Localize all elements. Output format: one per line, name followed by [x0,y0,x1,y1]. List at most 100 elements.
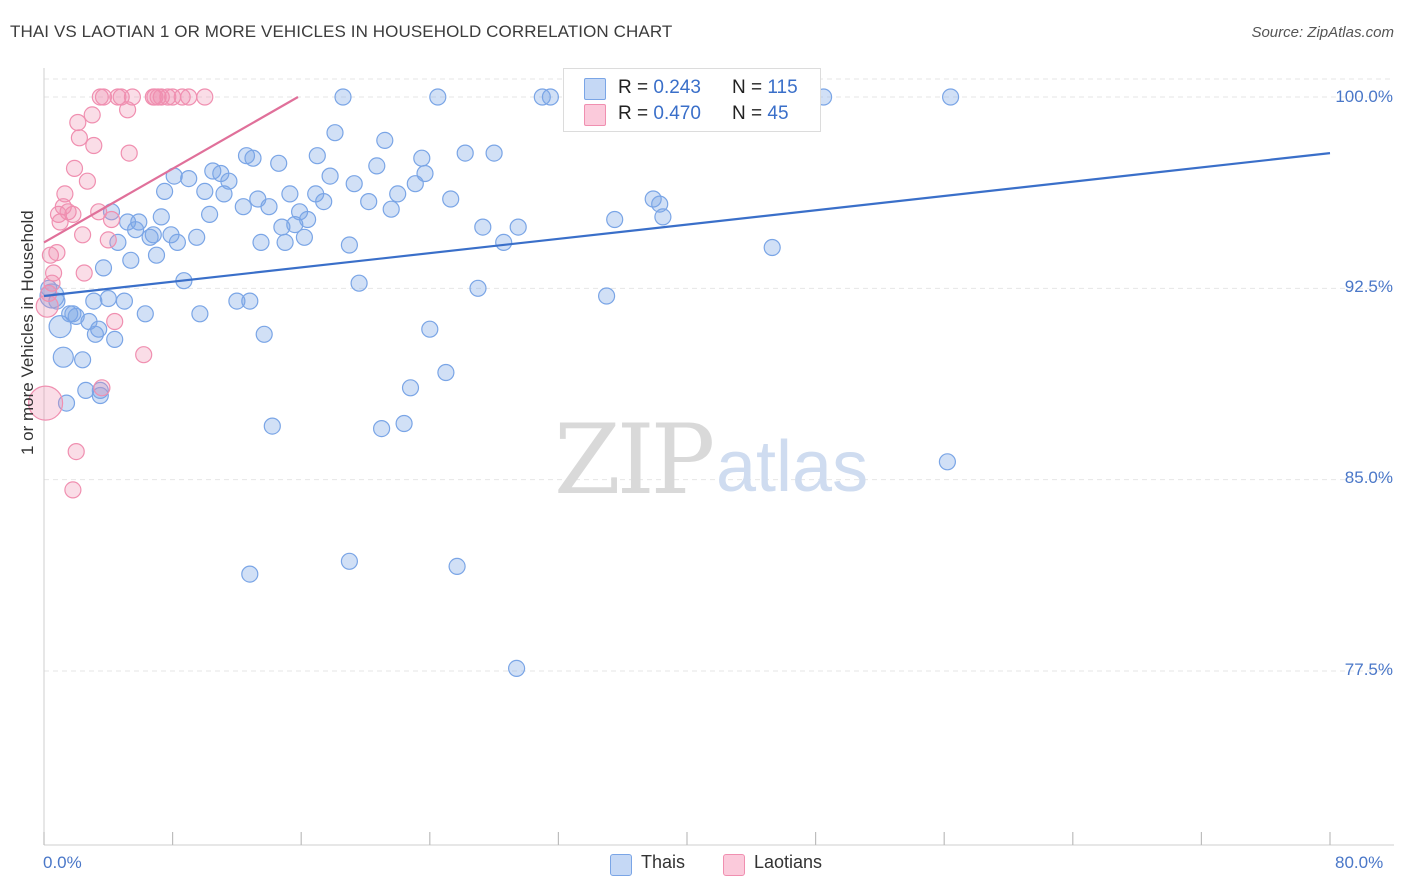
data-point-thais [507,659,526,678]
data-point-thais [168,233,186,251]
data-point-laotians [94,88,113,106]
data-point-laotians [56,185,74,203]
data-point-thais [188,228,206,246]
data-point-laotians [118,101,137,119]
data-point-thais [495,233,513,251]
data-point-thais [144,226,162,244]
bottom-legend-label-laotians: Laotians [754,852,823,872]
data-point-thais [474,218,492,236]
data-point-thais [64,305,82,323]
data-point-thais [368,157,386,175]
data-point-thais [389,185,407,203]
data-point-thais [234,198,252,216]
data-point-laotians [59,203,77,221]
data-point-thais [241,292,259,310]
legend-n-label: N = [732,103,763,124]
bottom-legend-label-thais: Thais [641,852,686,872]
data-point-thais [286,216,304,234]
data-point-thais [308,147,326,165]
bottom-legend-swatch-thais [610,854,632,876]
data-point-thais [421,320,439,338]
data-point-laotians [67,443,85,461]
data-point-thais [437,363,455,382]
legend-r-value: 0.243 [653,77,701,98]
data-point-thais [382,200,400,218]
data-point-laotians [73,226,92,244]
data-point-thais [99,289,117,308]
data-point-thais [373,420,391,438]
data-point-laotians [83,106,101,124]
data-point-thais [281,185,299,203]
data-point-laotians [70,129,89,147]
data-point-laotians [75,264,93,282]
data-point-thais [654,208,672,226]
y-tick-label: 85.0% [1344,468,1393,487]
data-point-thais [456,144,474,162]
data-point-thais [255,325,273,343]
data-point-thais [147,246,166,264]
data-point-thais [252,233,270,251]
data-point-laotians [102,210,121,229]
y-axis-title: 1 or more Vehicles in Household [18,210,37,455]
data-point-thais [270,154,288,172]
data-point-thais [321,167,339,185]
chart-title: THAI VS LAOTIAN 1 OR MORE VEHICLES IN HO… [10,22,673,41]
y-tick-label: 77.5% [1344,660,1393,679]
data-point-thais [196,182,214,200]
data-point-laotians [93,379,111,397]
data-point-thais [136,305,154,323]
data-point-laotians [135,346,153,364]
data-point-thais [350,274,368,292]
data-point-thais [429,88,447,106]
data-point-thais [215,185,233,203]
data-point-thais [115,292,134,310]
data-point-thais [156,182,174,200]
data-point-thais [77,381,95,399]
x-tick-label-min: 0.0% [43,853,82,872]
data-point-thais [541,88,560,106]
data-point-thais [260,198,278,216]
data-point-laotians [78,172,97,190]
data-point-thais [413,149,431,167]
trend-line-thais [43,152,1331,298]
legend-n-value: 45 [767,103,789,124]
data-point-thais [395,414,413,433]
data-point-thais [228,292,246,310]
data-point-thais [315,193,333,211]
legend-r-label: R = [618,103,649,124]
data-point-thais [263,417,281,435]
trend-line-laotians [43,96,299,244]
data-point-thais [334,88,352,106]
watermark-atlas: atlas [716,427,869,507]
data-point-thais [299,210,317,229]
data-point-thais [91,381,109,399]
data-point-laotians [64,205,82,223]
data-point-thais [201,205,219,223]
legend-r-value: 0.470 [653,103,701,124]
data-point-thais [86,325,105,343]
data-point-laotians [40,284,58,302]
data-point-laotians [99,231,117,249]
data-point-thais [52,346,74,368]
data-point-laotians [159,88,177,106]
data-point-laotians [123,88,141,106]
data-point-thais [94,259,113,277]
data-point-thais [448,557,466,576]
data-point-laotians [120,144,138,162]
data-point-laotians [65,159,84,177]
data-point-laotians [85,136,103,155]
data-point-thais [401,379,420,397]
data-point-laotians [180,88,198,106]
legend-swatch-thais [584,78,606,100]
data-point-thais [376,131,394,149]
data-point-thais [220,172,238,190]
data-point-laotians [196,88,214,106]
data-point-thais [485,144,503,162]
x-tick-label-max: 80.0% [1335,853,1384,872]
data-point-laotians [106,312,124,331]
data-point-thais [651,195,669,213]
y-tick-label: 92.5% [1344,277,1393,296]
data-point-thais [130,213,148,231]
stats-legend: R = 0.243 N = 115 R = 0.470 N = 45 [563,68,821,132]
